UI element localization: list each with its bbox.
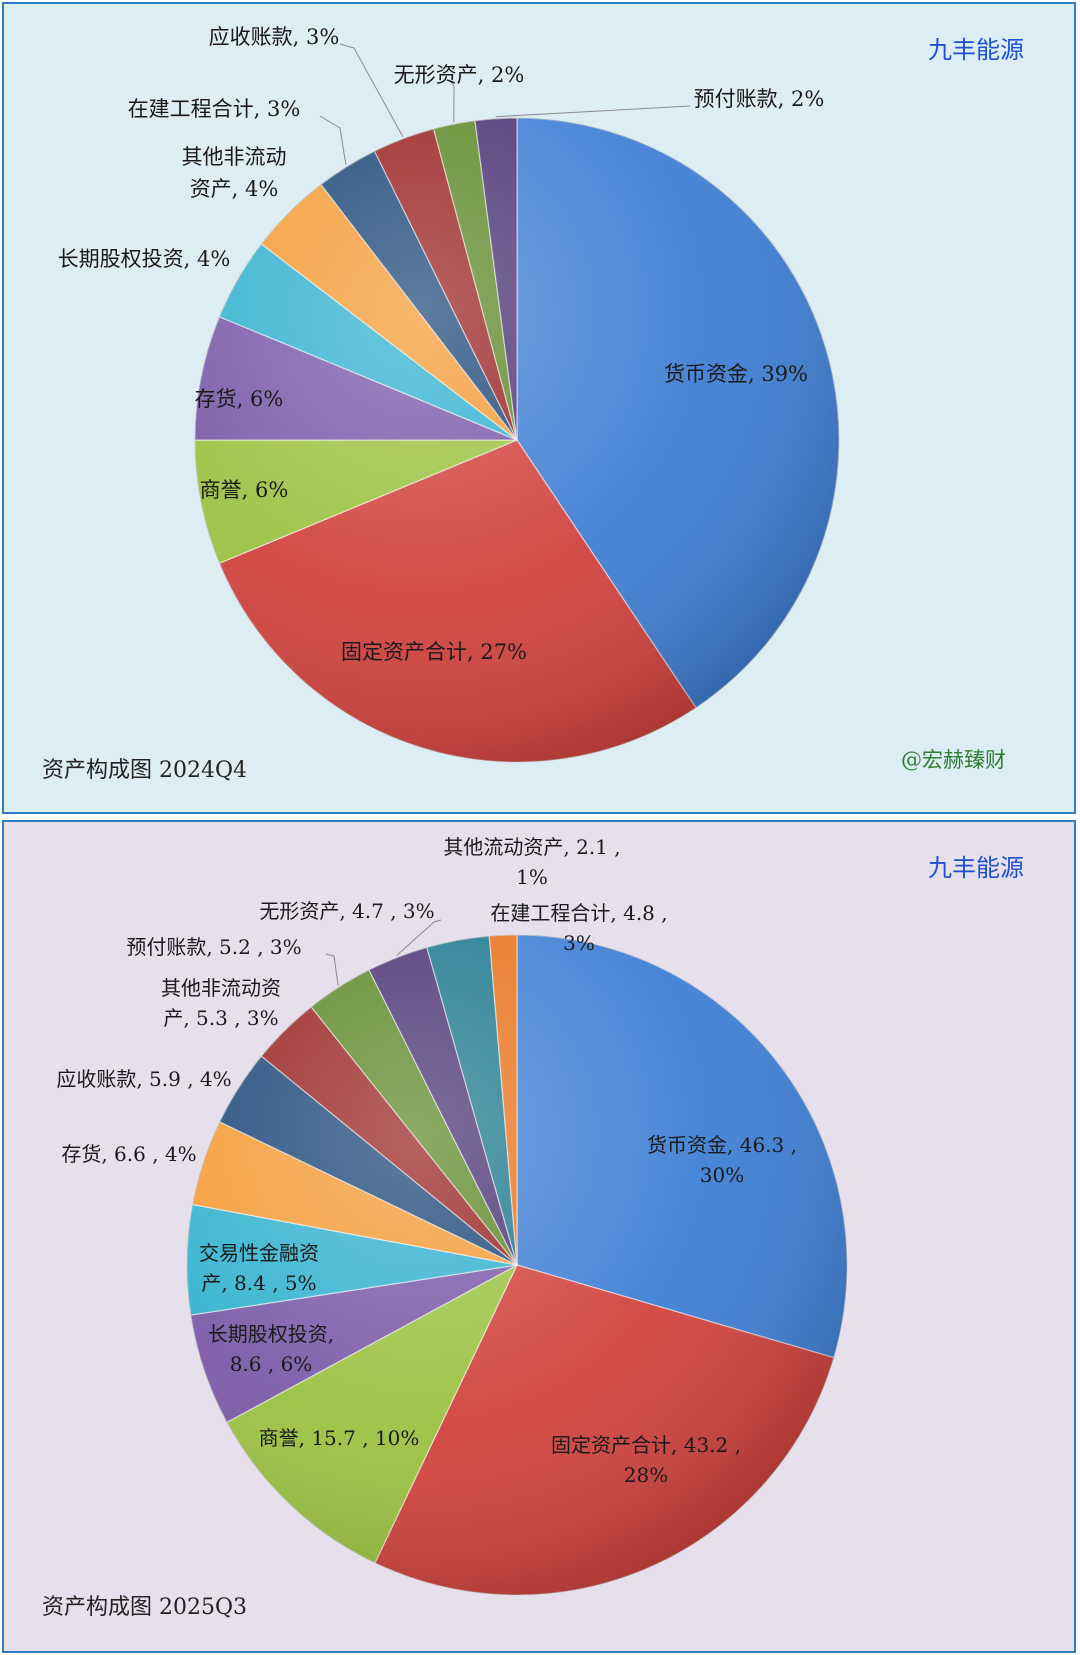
- slice-label: 预付账款, 5.2 , 3%: [126, 935, 301, 959]
- slice-label: 交易性金融资产, 8.4 , 5%: [199, 1241, 319, 1295]
- chart-panel-2025q3: 货币资金, 46.3 , 30% 固定资产合计, 43.2 , 28% 商誉, 15.7…: [2, 820, 1076, 1653]
- pie-chart-2025q3: 货币资金, 46.3 , 30% 固定资产合计, 43.2 , 28% 商誉, 15.7…: [56, 835, 848, 1596]
- watermark: @宏赫臻财: [901, 748, 1006, 772]
- slice-label: 货币资金, 39%: [664, 362, 808, 386]
- slice-label: 预付账款, 2%: [694, 87, 825, 111]
- slice-label: 应收账款, 5.9 , 4%: [56, 1067, 231, 1091]
- slice-label: 在建工程合计, 3%: [128, 97, 301, 121]
- slice-label: 无形资产, 2%: [394, 63, 525, 87]
- slice-label: 其他非流动资产, 4%: [182, 145, 287, 201]
- slice-label: 无形资产, 4.7 , 3%: [259, 899, 434, 923]
- slice-label: 固定资产合计, 43.2 , 28%: [551, 1433, 741, 1487]
- slice-label: 货币资金, 46.3 , 30%: [647, 1133, 797, 1187]
- slice-label: 存货, 6.6 , 4%: [61, 1142, 196, 1166]
- company-name: 九丰能源: [928, 36, 1024, 64]
- chart-caption: 资产构成图 2025Q3: [42, 1595, 248, 1620]
- slice-label: 其他流动资产, 2.1 , 1%: [443, 835, 620, 889]
- pie-chart-2024q4: 货币资金, 39% 固定资产合计, 27% 商誉, 6% 存货, 6% 长期股权投资, …: [58, 25, 840, 763]
- company-name: 九丰能源: [928, 854, 1024, 882]
- slice-label: 商誉, 6%: [200, 478, 289, 502]
- leader-line: [339, 43, 404, 138]
- slice-label: 长期股权投资, 4%: [58, 247, 231, 271]
- leader-line: [450, 81, 455, 123]
- leader-line: [319, 115, 347, 165]
- slice-label: 固定资产合计, 27%: [341, 640, 527, 664]
- slice-label: 存货, 6%: [195, 387, 284, 411]
- chart-caption: 资产构成图 2024Q4: [42, 758, 248, 783]
- chart-panel-2024q4: 货币资金, 39% 固定资产合计, 27% 商誉, 6% 存货, 6% 长期股权投资, …: [2, 2, 1076, 814]
- slice-label: 在建工程合计, 4.8 , 3%: [490, 901, 667, 955]
- slice-label: 应收账款, 3%: [209, 25, 340, 49]
- slice-label: 商誉, 15.7 , 10%: [259, 1426, 420, 1450]
- leader-line: [495, 105, 691, 118]
- slice-label: 长期股权投资, 8.6 , 6%: [208, 1322, 334, 1376]
- leader-line: [396, 919, 442, 956]
- leader-line: [325, 953, 339, 986]
- slice-label: 其他非流动资产, 5.3 , 3%: [161, 976, 281, 1030]
